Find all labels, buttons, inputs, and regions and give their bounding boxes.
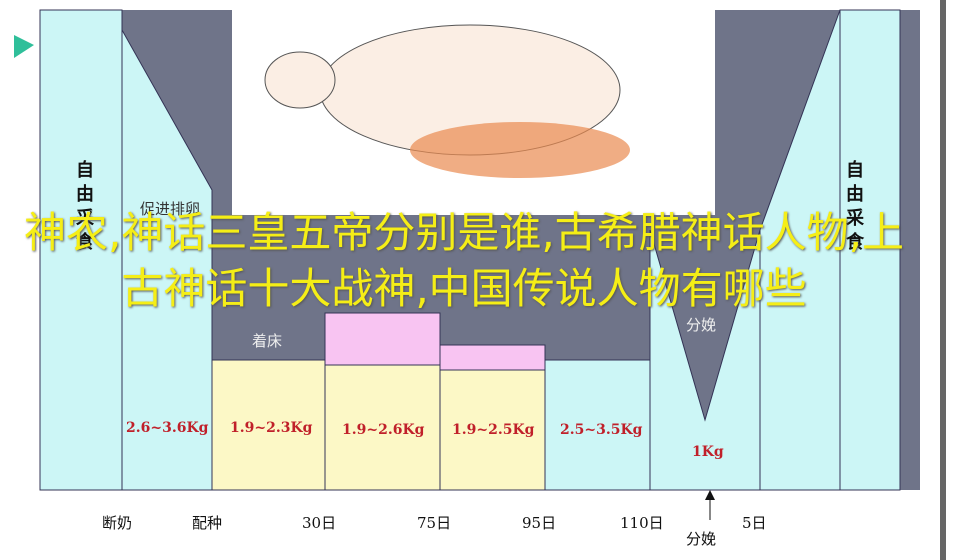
side-label: 自由采食 [843, 160, 864, 256]
edge [940, 0, 946, 560]
weight: 1.9~2.3Kg [230, 420, 313, 436]
axis-label: 110日 [620, 514, 664, 532]
axis-label: 95日 [522, 514, 557, 532]
icon [14, 35, 34, 58]
phase-label: 着床 [252, 332, 283, 350]
pig-head [264, 51, 336, 109]
piglets [410, 122, 630, 178]
column [544, 359, 651, 491]
weight: 1Kg [692, 444, 724, 460]
column [211, 359, 326, 491]
column [839, 9, 901, 491]
side-label: 自由采食 [73, 160, 94, 256]
axis-label: 断奶 [102, 514, 133, 532]
box [324, 312, 441, 366]
weight: 2.6~3.6Kg [126, 420, 209, 436]
arrow-head [705, 490, 715, 500]
axis-label: 75日 [417, 514, 452, 532]
weight: 2.5~3.5Kg [560, 422, 643, 438]
axis-label: 配种 [192, 514, 223, 532]
phase-label: 分娩 [686, 316, 717, 334]
box [439, 344, 546, 371]
weight: 1.9~2.6Kg [342, 422, 425, 438]
phase-label: 促进排卵 [140, 200, 201, 218]
axis-label: 5日 [742, 514, 767, 532]
axis-label: 30日 [302, 514, 337, 532]
overlay-title: 神农,神话三皇五帝分别是谁,古希腊神话人物,上古神话十大战神,中国传说人物有哪些 [23, 208, 905, 313]
column [39, 9, 123, 491]
weight: 1.9~2.5Kg [452, 422, 535, 438]
axis-label: 分娩 [686, 530, 717, 548]
